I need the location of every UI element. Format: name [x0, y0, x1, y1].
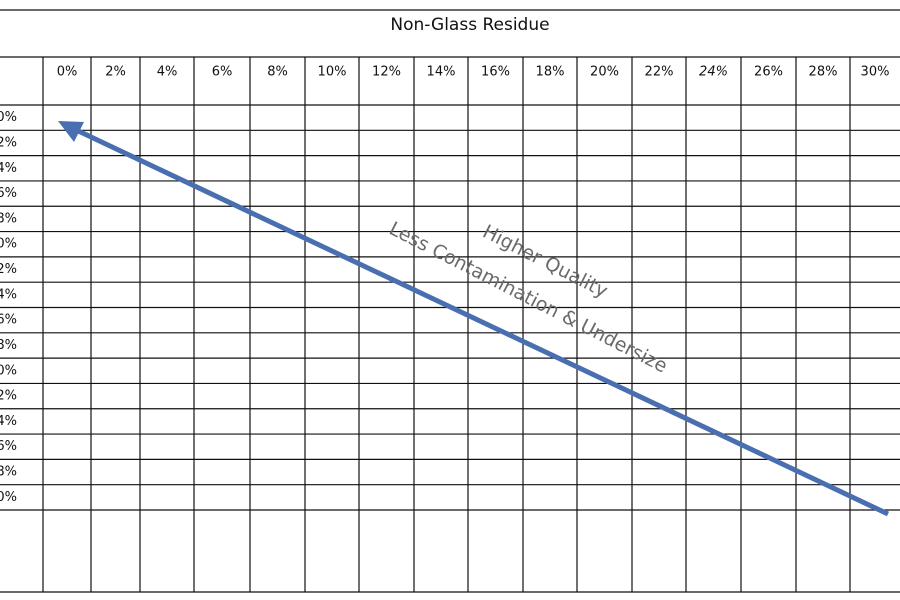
column-header: 24% — [699, 65, 728, 80]
row-label: 28% — [0, 465, 17, 480]
row-label: 26% — [0, 439, 17, 454]
row-label: 20% — [0, 363, 17, 378]
column-header: 4% — [157, 65, 178, 80]
grid: 0% 2% 4% 6% 8% 10% 12% 14% 16% 18% 20% 22% 24% 26% 28%… — [0, 9, 900, 593]
column-header: 30% — [861, 65, 890, 80]
row-label: 24% — [0, 414, 17, 429]
row-label: 10% — [0, 237, 17, 252]
row-label: 18% — [0, 338, 17, 353]
row-label: 22% — [0, 389, 17, 404]
row-label: 4% — [0, 161, 17, 176]
column-header: 0% — [57, 65, 78, 80]
column-header: 26% — [754, 65, 783, 80]
column-header: 22% — [645, 65, 674, 80]
column-header: 6% — [212, 65, 233, 80]
arrow-head — [58, 121, 84, 142]
row-label: 0% — [0, 110, 17, 125]
row-label: 8% — [0, 211, 17, 226]
column-header: 14% — [427, 65, 456, 80]
row-label: 16% — [0, 313, 17, 328]
column-header: 20% — [590, 65, 619, 80]
column-header: 18% — [536, 65, 565, 80]
column-header: 8% — [267, 65, 288, 80]
column-header: 2% — [105, 65, 126, 80]
column-header: 10% — [318, 65, 347, 80]
row-label: 12% — [0, 262, 17, 277]
column-header: 28% — [809, 65, 838, 80]
row-label: 2% — [0, 135, 17, 150]
row-label: 6% — [0, 186, 17, 201]
quality-arrow — [58, 121, 890, 517]
column-header: 16% — [481, 65, 510, 80]
column-header: 12% — [372, 65, 401, 80]
row-label: 30% — [0, 490, 17, 505]
row-label: 14% — [0, 287, 17, 302]
title: Non-Glass Residue — [390, 15, 549, 35]
arrow-shaft — [70, 125, 890, 517]
